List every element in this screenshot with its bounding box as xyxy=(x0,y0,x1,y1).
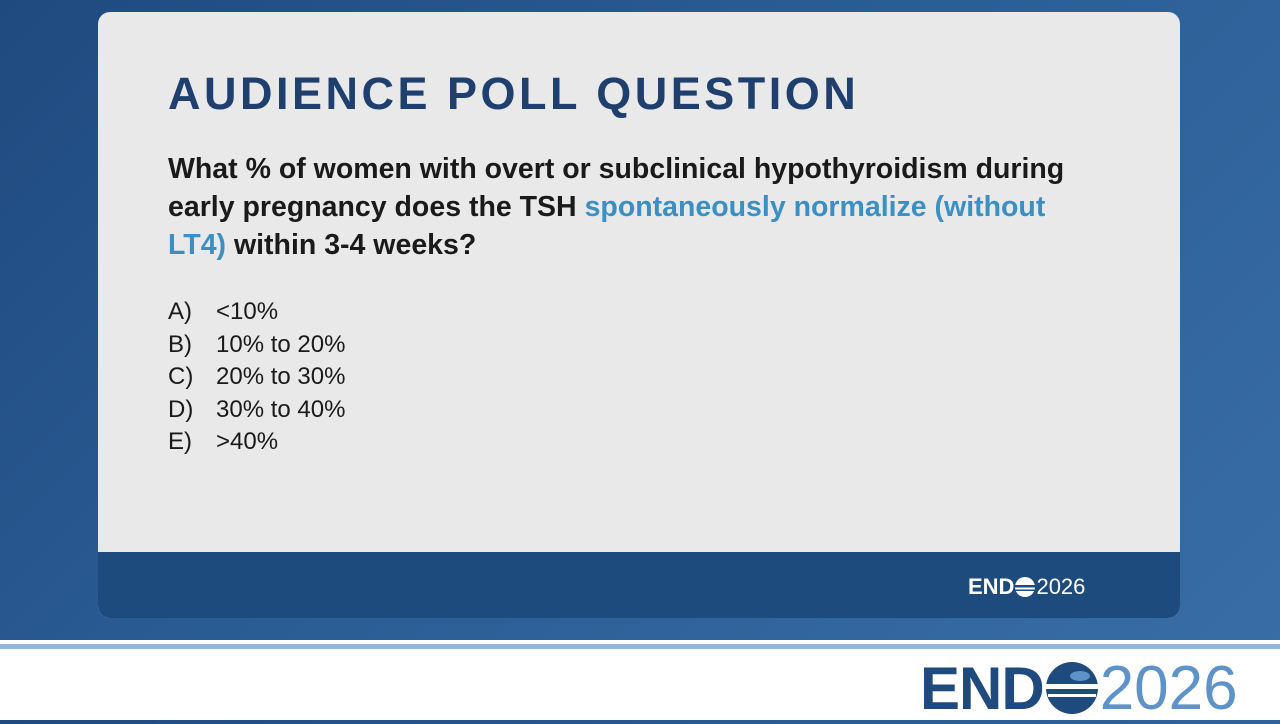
option-text: 20% to 30% xyxy=(216,363,346,390)
footer-logo: END 2026 xyxy=(968,572,1085,602)
option-text: >40% xyxy=(216,428,279,455)
question-text: within 3-4 weeks? xyxy=(233,229,477,261)
slide-title: AUDIENCE POLL QUESTION xyxy=(168,68,860,119)
question: What % of women with overt or subclinica… xyxy=(168,150,1068,264)
logo-globe xyxy=(1014,577,1037,597)
option-letter: B) xyxy=(168,330,192,358)
question-highlight: spontaneously normalize (without LT4) xyxy=(168,191,1046,261)
bottom-bar: END 2026 xyxy=(0,640,1280,723)
option-text: <10% xyxy=(216,298,279,325)
option-letter: D) xyxy=(168,395,194,423)
option: A) <10% xyxy=(168,296,345,329)
question-text: What % of women with overt or subclinica… xyxy=(168,153,1065,223)
option: B) 10% to 20% xyxy=(168,329,345,362)
option-letter: C) xyxy=(168,363,194,390)
logo-text: 2026 xyxy=(1036,574,1086,599)
footer-band xyxy=(98,552,1180,618)
option: D) 30% to 40% xyxy=(168,394,345,427)
logo-text: END xyxy=(968,574,1015,599)
option-text: 10% to 20% xyxy=(216,330,346,358)
content-card: AUDIENCE POLL QUESTION What % of women w… xyxy=(98,12,1180,618)
option: C) 20% to 30% xyxy=(168,361,345,394)
options-list: A) <10% B) 10% to 20% C) 20% to 30% D) 30% to 4… xyxy=(168,296,345,459)
stripe xyxy=(0,644,1280,649)
logo: END 2026 xyxy=(920,654,1238,723)
logo-globe xyxy=(1045,662,1098,714)
logo-text: END xyxy=(920,654,1045,722)
option-text: 30% to 40% xyxy=(216,395,346,423)
option-letter: A) xyxy=(168,298,192,325)
logo-text: 2026 xyxy=(1099,653,1238,723)
option: E) >40% xyxy=(168,426,345,459)
option-letter: E) xyxy=(168,428,192,455)
